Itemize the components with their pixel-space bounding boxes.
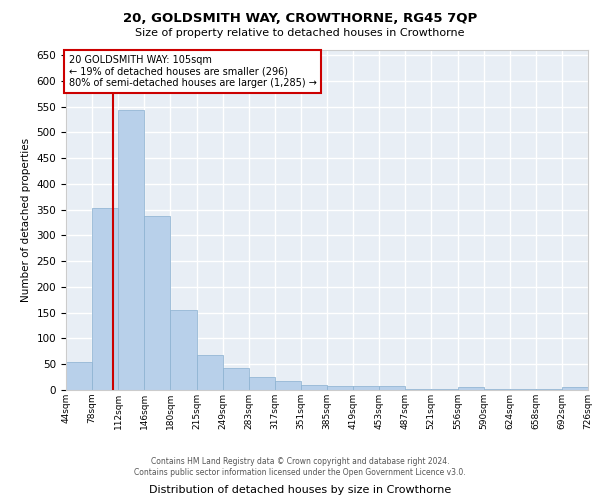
- Text: Size of property relative to detached houses in Crowthorne: Size of property relative to detached ho…: [135, 28, 465, 38]
- Text: 20 GOLDSMITH WAY: 105sqm
← 19% of detached houses are smaller (296)
80% of semi-: 20 GOLDSMITH WAY: 105sqm ← 19% of detach…: [68, 55, 316, 88]
- Bar: [353, 386, 379, 390]
- Bar: [118, 110, 144, 390]
- Bar: [301, 385, 327, 390]
- Bar: [197, 355, 223, 390]
- Bar: [144, 216, 170, 390]
- Bar: [92, 208, 118, 390]
- Bar: [379, 386, 405, 390]
- Bar: [275, 380, 301, 390]
- Text: Contains HM Land Registry data © Crown copyright and database right 2024.
Contai: Contains HM Land Registry data © Crown c…: [134, 458, 466, 477]
- Text: Distribution of detached houses by size in Crowthorne: Distribution of detached houses by size …: [149, 485, 451, 495]
- Y-axis label: Number of detached properties: Number of detached properties: [21, 138, 31, 302]
- Bar: [170, 310, 197, 390]
- Bar: [327, 386, 353, 390]
- Text: 20, GOLDSMITH WAY, CROWTHORNE, RG45 7QP: 20, GOLDSMITH WAY, CROWTHORNE, RG45 7QP: [123, 12, 477, 26]
- Bar: [458, 388, 484, 390]
- Bar: [66, 362, 92, 390]
- Bar: [223, 368, 249, 390]
- Bar: [249, 377, 275, 390]
- Bar: [562, 388, 588, 390]
